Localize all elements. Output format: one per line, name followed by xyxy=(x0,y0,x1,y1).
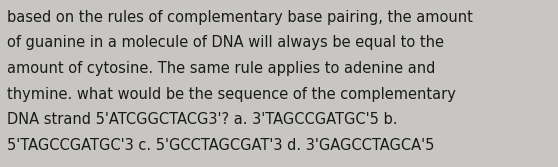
Text: 5'TAGCCGATGC'3 c. 5'GCCTAGCGAT'3 d. 3'GAGCCTAGCA'5: 5'TAGCCGATGC'3 c. 5'GCCTAGCGAT'3 d. 3'GA… xyxy=(7,137,434,152)
Text: based on the rules of complementary base pairing, the amount: based on the rules of complementary base… xyxy=(7,10,473,25)
Text: DNA strand 5'ATCGGCTACG3'? a. 3'TAGCCGATGC'5 b.: DNA strand 5'ATCGGCTACG3'? a. 3'TAGCCGAT… xyxy=(7,112,397,127)
Text: of guanine in a molecule of DNA will always be equal to the: of guanine in a molecule of DNA will alw… xyxy=(7,36,444,50)
Text: amount of cytosine. The same rule applies to adenine and: amount of cytosine. The same rule applie… xyxy=(7,61,435,76)
Text: thymine. what would be the sequence of the complementary: thymine. what would be the sequence of t… xyxy=(7,87,456,102)
